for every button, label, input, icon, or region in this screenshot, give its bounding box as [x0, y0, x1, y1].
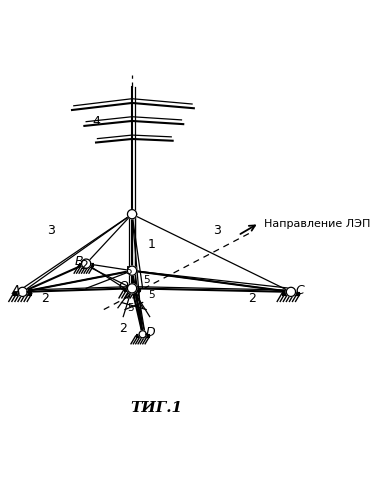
Polygon shape: [127, 284, 137, 293]
Text: 2: 2: [248, 292, 256, 305]
Polygon shape: [127, 266, 137, 275]
Polygon shape: [18, 287, 27, 296]
Text: 5: 5: [125, 265, 132, 275]
Text: 3: 3: [213, 224, 221, 237]
Polygon shape: [127, 210, 137, 219]
Text: B: B: [75, 255, 83, 268]
Polygon shape: [286, 287, 296, 296]
Polygon shape: [81, 259, 91, 268]
Text: 5: 5: [127, 303, 134, 313]
Text: 3: 3: [47, 224, 55, 237]
Text: Направление ЛЭП: Направление ЛЭП: [264, 219, 371, 229]
Text: 4: 4: [93, 115, 101, 128]
Text: ΤИГ.1: ΤИГ.1: [131, 401, 183, 415]
Text: D: D: [146, 326, 155, 339]
Text: 1: 1: [148, 238, 156, 250]
Polygon shape: [139, 331, 146, 338]
Text: 5: 5: [148, 290, 155, 300]
Text: 2: 2: [119, 322, 127, 335]
Text: O: O: [118, 280, 128, 293]
Text: 2: 2: [42, 292, 49, 305]
Text: 5: 5: [143, 274, 149, 284]
Text: C: C: [295, 283, 304, 296]
Text: 2: 2: [80, 259, 88, 272]
Text: A: A: [11, 283, 20, 296]
